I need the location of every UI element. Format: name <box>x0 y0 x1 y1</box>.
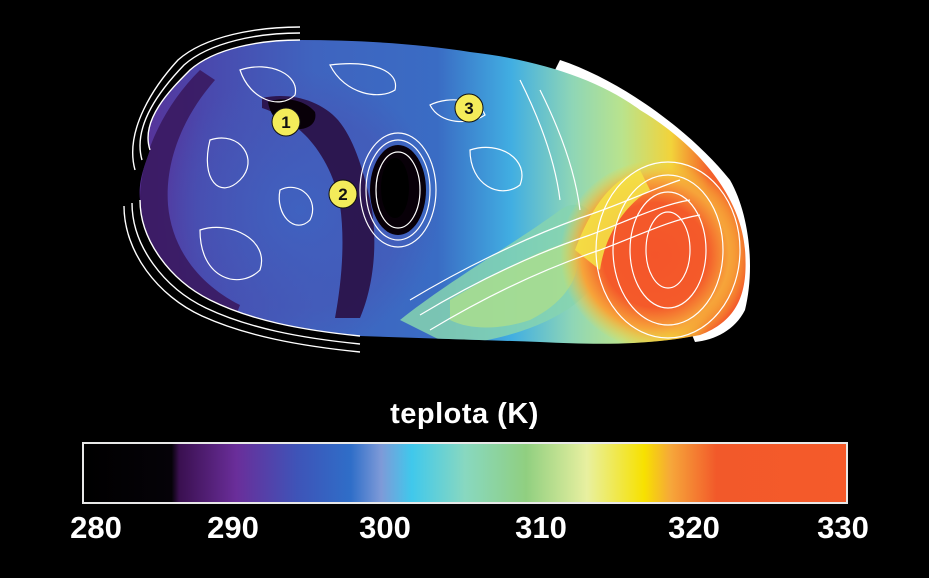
tick-300: 300 <box>359 510 411 545</box>
marker-3-label: 3 <box>464 99 473 118</box>
contour-lines <box>199 63 741 339</box>
asteroid-thermal-map: 1 2 3 <box>123 26 750 353</box>
marker-2: 2 <box>328 179 358 209</box>
rim-contours <box>123 26 361 353</box>
marker-1-label: 1 <box>281 113 290 132</box>
marker-2-label: 2 <box>338 185 347 204</box>
tick-290: 290 <box>207 510 259 545</box>
marker-3: 3 <box>454 93 484 123</box>
tick-280: 280 <box>70 510 122 545</box>
tick-320: 320 <box>668 510 720 545</box>
marker-1: 1 <box>271 107 301 137</box>
tick-330: 330 <box>817 510 869 545</box>
temperature-scale-title: teplota (K) <box>390 398 539 430</box>
asteroid-body <box>139 40 746 344</box>
tick-310: 310 <box>515 510 567 545</box>
temperature-colorbar <box>82 442 848 504</box>
